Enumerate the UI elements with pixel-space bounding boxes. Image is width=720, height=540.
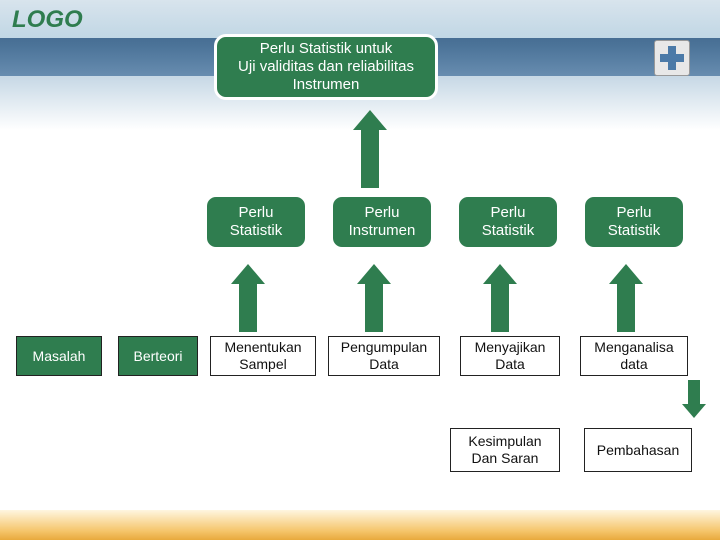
arrow-up-body-0: [361, 130, 379, 188]
arrow-up-head-4: [609, 264, 643, 284]
medical-cross-icon: [654, 40, 690, 76]
arrow-up-body-3: [491, 284, 509, 332]
node-b1: Masalah: [16, 336, 102, 376]
node-b4: Pengumpulan Data: [328, 336, 440, 376]
logo-text: LOGO: [12, 6, 83, 34]
arrow-up-body-1: [239, 284, 257, 332]
node-m2: Perlu Instrumen: [330, 194, 434, 250]
node-b6: Menganalisa data: [580, 336, 688, 376]
flowchart-canvas: Perlu Statistik untuk Uji validitas dan …: [0, 0, 720, 540]
node-m1: Perlu Statistik: [204, 194, 308, 250]
node-c1: Kesimpulan Dan Saran: [450, 428, 560, 472]
arrow-down-head-0: [682, 404, 706, 418]
arrow-up-head-2: [357, 264, 391, 284]
arrow-up-body-2: [365, 284, 383, 332]
node-m4: Perlu Statistik: [582, 194, 686, 250]
arrow-up-head-1: [231, 264, 265, 284]
arrow-down-body-0: [688, 380, 700, 404]
node-b3: Menentukan Sampel: [210, 336, 316, 376]
node-b5: Menyajikan Data: [460, 336, 560, 376]
arrow-up-head-3: [483, 264, 517, 284]
arrow-up-head-0: [353, 110, 387, 130]
arrow-up-body-4: [617, 284, 635, 332]
node-b2: Berteori: [118, 336, 198, 376]
node-top: Perlu Statistik untuk Uji validitas dan …: [214, 34, 438, 100]
node-m3: Perlu Statistik: [456, 194, 560, 250]
node-c2: Pembahasan: [584, 428, 692, 472]
